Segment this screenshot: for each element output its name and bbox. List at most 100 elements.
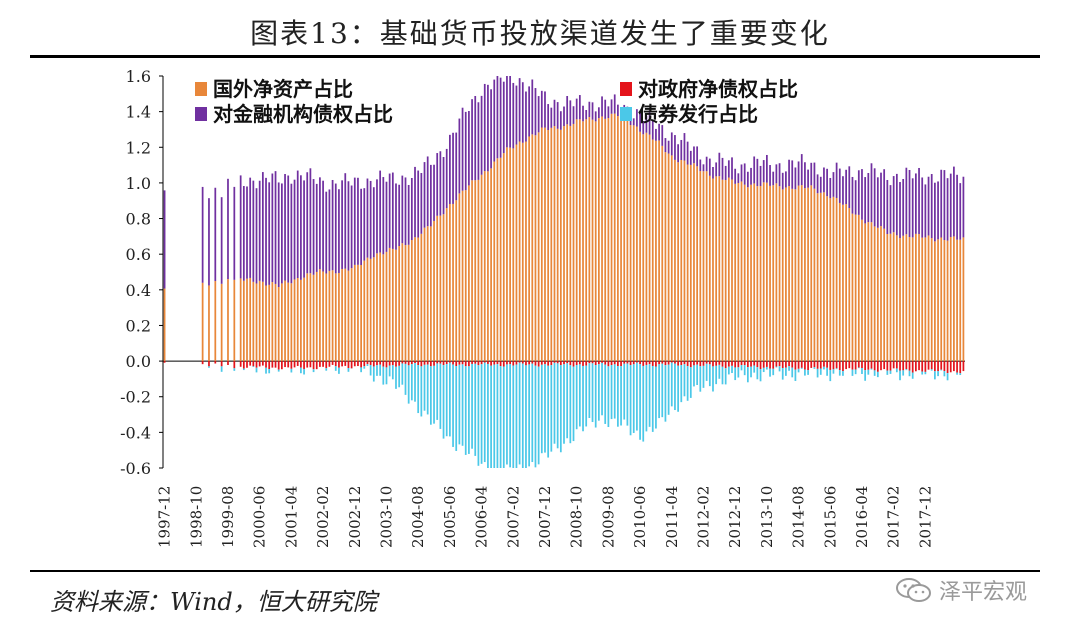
bar-claims-on-fi — [604, 99, 607, 119]
bar-claims-on-gov — [804, 361, 806, 370]
bar-bond-issuance — [677, 365, 679, 412]
bar-foreign-assets — [477, 179, 480, 362]
bar-claims-on-fi — [322, 180, 324, 272]
bar-claims-on-gov — [683, 361, 686, 365]
bar-month — [556, 102, 559, 449]
bar-claims-on-gov — [372, 361, 375, 367]
x-tick-label: 2006-04 — [473, 486, 491, 548]
bar-foreign-assets — [255, 283, 258, 362]
bar-foreign-assets — [959, 239, 962, 362]
bar-claims-on-fi — [442, 157, 445, 215]
bar-foreign-assets — [756, 186, 759, 362]
bar-month — [290, 183, 293, 373]
bar-bond-issuance — [445, 364, 448, 437]
bar-bond-issuance — [683, 364, 686, 397]
bar-bond-issuance — [483, 362, 486, 463]
bar-month — [391, 172, 394, 380]
bar-claims-on-gov — [835, 361, 838, 369]
bar-month — [233, 186, 236, 371]
bar-month — [791, 160, 794, 378]
bar-month — [930, 174, 933, 371]
bar-bond-issuance — [857, 367, 860, 369]
bar-claims-on-fi — [613, 94, 616, 114]
bar-foreign-assets — [284, 280, 286, 362]
bar-claims-on-fi — [601, 96, 603, 117]
bar-foreign-assets — [715, 176, 718, 362]
legend-label: 对政府净债权占比 — [638, 77, 798, 101]
bar-month — [797, 161, 800, 373]
bar-bond-issuance — [727, 366, 730, 375]
bar-bond-issuance — [426, 364, 429, 415]
bar-claims-on-fi — [667, 140, 670, 154]
bar-bond-issuance — [705, 363, 708, 381]
bar-claims-on-fi — [861, 169, 863, 220]
bar-month — [496, 76, 499, 468]
bar-month — [715, 162, 718, 385]
bar-month — [588, 101, 591, 419]
bar-bond-issuance — [547, 365, 550, 458]
bar-bond-issuance — [699, 366, 702, 392]
bar-claims-on-fi — [521, 82, 524, 143]
bar-claims-on-gov — [892, 361, 895, 369]
bar-bond-issuance — [582, 365, 584, 432]
bar-month — [414, 166, 416, 402]
bar-claims-on-fi — [445, 148, 448, 209]
bar-foreign-assets — [816, 193, 819, 362]
bar-bond-issuance — [674, 363, 676, 411]
bar-foreign-assets — [417, 237, 420, 362]
bar-foreign-assets — [521, 142, 524, 362]
bar-month — [946, 178, 949, 381]
bar-bond-issuance — [632, 364, 635, 433]
bar-claims-on-gov — [480, 361, 483, 365]
bar-claims-on-gov — [468, 361, 470, 367]
bar-bond-issuance — [937, 371, 939, 377]
bar-claims-on-gov — [838, 361, 841, 371]
bar-claims-on-gov — [423, 361, 426, 365]
bar-month — [439, 151, 442, 429]
bar-foreign-assets — [261, 281, 264, 362]
bar-foreign-assets — [319, 269, 321, 362]
bar-bond-issuance — [930, 369, 933, 371]
bar-month — [407, 184, 410, 404]
x-tick-label: 2000-06 — [251, 486, 269, 548]
bar-claims-on-fi — [407, 184, 410, 245]
bar-claims-on-fi — [889, 185, 892, 234]
bar-bond-issuance — [769, 368, 771, 377]
bar-claims-on-fi — [769, 165, 771, 186]
bar-foreign-assets — [819, 192, 822, 362]
bars-group — [163, 76, 965, 468]
bar-month — [689, 150, 692, 398]
bar-bond-issuance — [401, 363, 404, 385]
bar-month — [281, 183, 283, 370]
bar-claims-on-fi — [867, 172, 870, 223]
bar-claims-on-gov — [550, 361, 553, 366]
bar-claims-on-gov — [772, 361, 775, 369]
bar-foreign-assets — [452, 203, 454, 362]
bar-month — [227, 178, 229, 365]
bar-foreign-assets — [258, 280, 261, 362]
bar-bond-issuance — [347, 367, 350, 372]
bar-bond-issuance — [651, 365, 654, 432]
bar-bond-issuance — [512, 365, 515, 468]
bar-claims-on-gov — [693, 361, 695, 366]
bar-foreign-assets — [559, 129, 562, 362]
bar-claims-on-gov — [271, 361, 274, 368]
bar-claims-on-gov — [845, 361, 847, 370]
bar-month — [845, 169, 847, 370]
bar-bond-issuance — [588, 363, 591, 419]
bar-claims-on-fi — [338, 189, 340, 273]
bar-foreign-assets — [861, 219, 863, 362]
bar-foreign-assets — [702, 171, 705, 362]
bar-month — [306, 172, 309, 368]
bar-claims-on-gov — [509, 361, 511, 365]
bar-foreign-assets — [918, 234, 920, 362]
bar-bond-issuance — [420, 366, 423, 417]
bar-claims-on-fi — [734, 168, 737, 184]
bar-bond-issuance — [471, 363, 473, 449]
bar-claims-on-gov — [309, 361, 312, 368]
bar-claims-on-fi — [804, 162, 806, 189]
bar-claims-on-fi — [708, 158, 711, 176]
bar-foreign-assets — [563, 126, 565, 362]
bar-claims-on-fi — [962, 176, 965, 238]
bar-month — [540, 90, 543, 454]
